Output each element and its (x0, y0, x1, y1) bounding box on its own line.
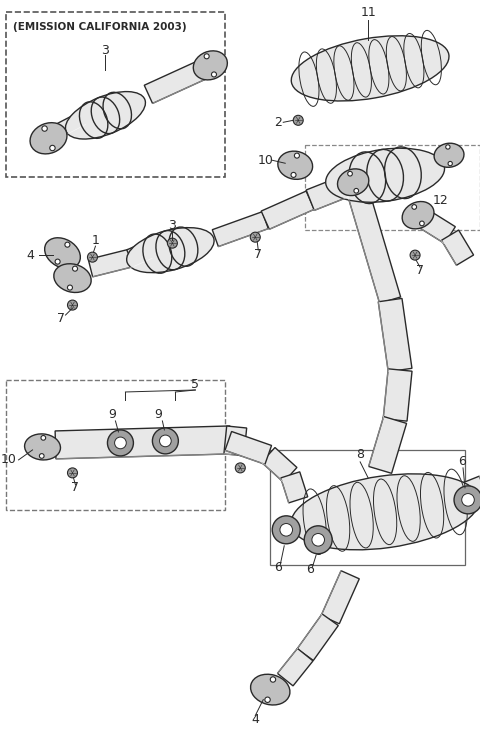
Ellipse shape (291, 474, 479, 550)
Circle shape (420, 221, 424, 226)
Circle shape (68, 300, 77, 310)
Text: 7: 7 (72, 481, 80, 495)
Ellipse shape (193, 51, 228, 80)
Polygon shape (306, 175, 352, 210)
Circle shape (412, 204, 417, 210)
Circle shape (265, 697, 270, 703)
Circle shape (212, 72, 216, 77)
Polygon shape (297, 614, 338, 660)
Text: 3: 3 (168, 219, 176, 232)
Ellipse shape (127, 228, 214, 273)
Circle shape (304, 526, 332, 554)
Text: 1: 1 (92, 233, 99, 247)
Circle shape (410, 250, 420, 260)
Ellipse shape (24, 434, 60, 460)
Circle shape (235, 463, 245, 473)
Polygon shape (383, 369, 412, 421)
Text: 6: 6 (458, 455, 466, 468)
Circle shape (354, 189, 359, 193)
Ellipse shape (278, 151, 312, 179)
Text: 9: 9 (155, 409, 162, 421)
Circle shape (454, 486, 480, 514)
Polygon shape (442, 230, 474, 266)
Ellipse shape (251, 674, 290, 705)
Circle shape (448, 161, 452, 166)
Text: 8: 8 (356, 448, 364, 462)
Polygon shape (321, 571, 360, 624)
Ellipse shape (30, 122, 67, 154)
Polygon shape (277, 648, 313, 686)
Circle shape (68, 468, 77, 478)
Polygon shape (345, 179, 401, 303)
Circle shape (250, 232, 260, 242)
Circle shape (87, 252, 97, 262)
Circle shape (168, 238, 178, 248)
Circle shape (294, 153, 300, 158)
Polygon shape (369, 416, 407, 473)
Text: 2: 2 (274, 116, 282, 129)
Polygon shape (88, 249, 132, 277)
Polygon shape (212, 212, 268, 247)
Polygon shape (224, 426, 247, 456)
Text: 10: 10 (257, 154, 273, 167)
Ellipse shape (65, 92, 145, 139)
Circle shape (65, 242, 70, 247)
Polygon shape (413, 207, 456, 244)
Ellipse shape (291, 36, 449, 101)
Text: 4: 4 (26, 248, 35, 262)
Polygon shape (378, 298, 412, 372)
Text: 7: 7 (254, 248, 262, 260)
Ellipse shape (434, 143, 464, 167)
Circle shape (152, 428, 179, 454)
Circle shape (41, 436, 46, 440)
Circle shape (72, 266, 78, 272)
Text: 6: 6 (274, 561, 282, 574)
Polygon shape (262, 448, 297, 482)
Text: 6: 6 (306, 563, 314, 576)
Circle shape (293, 116, 303, 125)
Circle shape (159, 435, 171, 447)
Text: 11: 11 (360, 6, 376, 19)
Circle shape (108, 430, 133, 456)
Circle shape (312, 533, 324, 546)
Text: 4: 4 (252, 713, 259, 726)
Circle shape (39, 454, 44, 458)
Circle shape (50, 145, 55, 151)
Polygon shape (281, 471, 308, 503)
Circle shape (270, 677, 276, 682)
Polygon shape (55, 426, 231, 459)
Circle shape (55, 259, 60, 264)
Ellipse shape (54, 264, 91, 292)
Polygon shape (127, 242, 152, 266)
Polygon shape (461, 476, 480, 504)
Text: 5: 5 (192, 378, 199, 392)
Circle shape (68, 285, 72, 290)
Text: 9: 9 (108, 409, 116, 421)
Polygon shape (52, 112, 86, 139)
Text: (EMISSION CALIFORNIA 2003): (EMISSION CALIFORNIA 2003) (12, 22, 186, 32)
Circle shape (462, 494, 474, 506)
Circle shape (446, 145, 450, 149)
Ellipse shape (325, 148, 444, 202)
Circle shape (291, 172, 296, 178)
Ellipse shape (337, 169, 369, 195)
Circle shape (204, 54, 209, 59)
Ellipse shape (402, 201, 434, 229)
Polygon shape (261, 191, 314, 229)
Text: 7: 7 (57, 312, 64, 325)
Text: 12: 12 (432, 194, 448, 207)
Circle shape (348, 172, 352, 176)
Ellipse shape (45, 238, 80, 269)
Polygon shape (144, 59, 209, 104)
Circle shape (115, 437, 126, 449)
Polygon shape (225, 431, 272, 464)
Text: 10: 10 (0, 454, 16, 466)
Circle shape (272, 515, 300, 544)
Text: 3: 3 (101, 44, 109, 57)
Circle shape (42, 126, 48, 131)
Text: 7: 7 (416, 263, 424, 277)
Circle shape (280, 524, 292, 536)
